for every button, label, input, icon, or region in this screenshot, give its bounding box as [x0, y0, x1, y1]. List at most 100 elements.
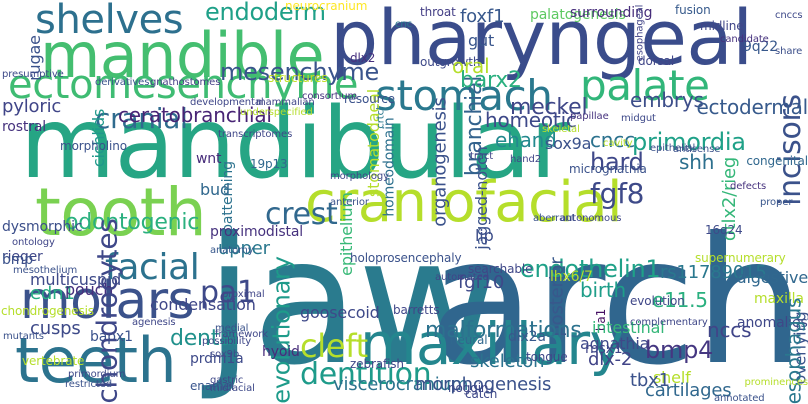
- cloud-word: holoprosencephaly: [350, 251, 462, 265]
- cloud-word: shelf: [653, 368, 691, 387]
- cloud-word: pyloric: [2, 96, 62, 117]
- cloud-word: tract: [470, 151, 494, 162]
- cloud-word: automated: [435, 272, 489, 283]
- cloud-word: hard: [590, 148, 644, 176]
- cloud-word: esophagus: [781, 297, 806, 404]
- cloud-word: anatomy: [210, 245, 254, 256]
- cloud-word: ectodermal: [696, 95, 808, 119]
- cloud-word: multicuspid: [30, 270, 122, 289]
- cloud-word: crtcl: [375, 107, 387, 129]
- cloud-word: mesothelium: [13, 265, 78, 276]
- cloud-word: midgut: [621, 113, 656, 124]
- cloud-word: upper: [218, 238, 270, 259]
- cloud-word: noggin: [448, 381, 489, 395]
- cloud-word: cnccs: [775, 10, 803, 21]
- cloud-word: restricted: [65, 379, 112, 390]
- cloud-word: digestive: [736, 268, 808, 287]
- cloud-word: gnathostomes: [150, 77, 221, 88]
- cloud-word: defects: [730, 181, 767, 192]
- cloud-word: ontology: [12, 237, 55, 248]
- cloud-word: gastric: [210, 375, 244, 386]
- cloud-word: mammalian: [256, 97, 315, 108]
- cloud-word: evolution: [630, 294, 685, 308]
- cloud-word: stomach: [375, 71, 553, 120]
- cloud-word: endothelin1: [520, 255, 661, 283]
- cloud-word: hyoid: [262, 344, 300, 360]
- cloud-word: enamel: [190, 379, 235, 393]
- cloud-word: goosecoid: [300, 303, 380, 322]
- cloud-word: dlx-2: [588, 349, 633, 370]
- cloud-word: mesenchyme: [220, 58, 379, 86]
- cloud-word: 16q24: [705, 223, 743, 237]
- cloud-word: medial: [215, 323, 249, 334]
- cloud-word: structures: [268, 71, 328, 85]
- cloud-word: msx1: [585, 341, 623, 357]
- cloud-word: share: [775, 46, 803, 57]
- cloud-word: foxf1: [460, 6, 505, 27]
- cloud-word: oral: [452, 54, 490, 78]
- cloud-word: wnt: [196, 151, 222, 167]
- cloud-word: maxillary: [360, 310, 624, 378]
- cloud-word: malformations: [425, 318, 582, 343]
- cloud-word: molars: [20, 271, 195, 331]
- cloud-word: cavity: [603, 138, 633, 149]
- cloud-word: palatogenesis: [530, 7, 626, 23]
- cloud-word: 9q22: [743, 39, 779, 55]
- cloud-word: dorsal: [638, 54, 675, 68]
- cloud-word: cusps: [30, 318, 81, 339]
- cloud-word: surrounding: [570, 5, 653, 21]
- cloud-word: skeletal: [542, 124, 580, 135]
- cloud-word: ceratobranchial: [118, 103, 272, 127]
- cloud-word: anterior: [330, 197, 369, 208]
- cloud-word: maxilla: [754, 291, 804, 307]
- cloud-word: dentition: [300, 357, 432, 392]
- cloud-word: possibility: [202, 336, 252, 347]
- cloud-word: consortium: [302, 91, 358, 102]
- cloud-word: presumptive: [2, 69, 64, 80]
- cloud-word: rs11789015: [660, 262, 767, 283]
- cloud-word: complementary: [630, 317, 708, 328]
- cloud-word: epithelial: [650, 143, 696, 154]
- cloud-word: endoderm: [205, 0, 326, 26]
- cloud-word: dlx2: [350, 51, 376, 65]
- cloud-word: autonomous: [560, 213, 622, 224]
- cloud-word: micrognathia: [569, 162, 647, 176]
- cloud-word: fgf8: [590, 177, 645, 210]
- cloud-word: chondrogenesis: [1, 304, 94, 318]
- cloud-word: hand2: [510, 154, 542, 165]
- cloud-word: cichlids: [89, 108, 109, 168]
- cloud-word: cartilages: [645, 380, 732, 401]
- cloud-word: tongue: [526, 350, 568, 364]
- cloud-word: agnathia: [580, 334, 650, 353]
- cloud-word: rieger: [2, 249, 43, 265]
- cloud-word: derivatives: [95, 77, 150, 88]
- cloud-word: pa1: [200, 275, 256, 310]
- cloud-word: skeleton: [470, 351, 545, 372]
- cloud-word: condensation: [150, 295, 256, 314]
- cloud-word: congenital: [746, 154, 808, 168]
- cloud-word: morphogenesis: [415, 374, 552, 395]
- cloud-word: proximodistal: [210, 224, 304, 240]
- cloud-word: dlx2a: [508, 329, 546, 345]
- cloud-word: jaw: [205, 201, 500, 404]
- cloud-word: embrys: [630, 88, 704, 112]
- cloud-word: intestinal: [592, 318, 665, 337]
- cloud-word: nccs: [707, 318, 752, 342]
- cloud-word: pouch: [65, 280, 114, 299]
- cloud-word: outgrowth: [420, 55, 481, 69]
- cloud-word: primordia: [632, 128, 746, 156]
- cloud-word: aberrant: [533, 213, 576, 224]
- cloud-word: mutants: [3, 331, 44, 342]
- cloud-word: primordium: [68, 369, 126, 380]
- cloud-word: candidate: [720, 34, 769, 45]
- cloud-word: underspecified: [240, 107, 313, 118]
- cloud-word: bmp: [2, 252, 33, 268]
- cloud-word: papillae: [570, 111, 609, 122]
- cloud-word: searchable: [468, 262, 533, 276]
- cloud-word: vertebrate: [22, 354, 85, 368]
- cloud-word: tbx1: [630, 370, 670, 391]
- cloud-word: bapx1: [90, 329, 133, 345]
- cloud-word: annotated: [714, 393, 765, 404]
- cloud-word: facial: [105, 247, 200, 288]
- cloud-word: pharyngeal: [330, 0, 753, 82]
